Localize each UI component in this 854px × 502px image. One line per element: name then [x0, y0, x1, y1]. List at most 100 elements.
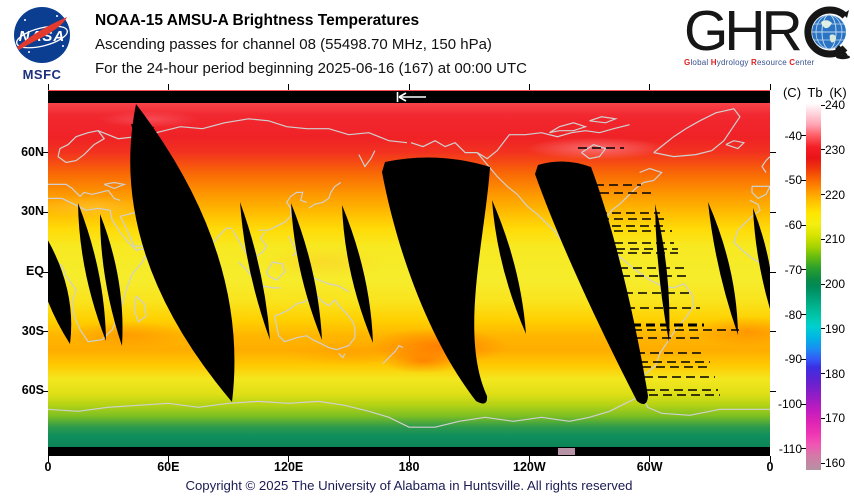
colorbar-celsius-label: -110	[778, 441, 802, 456]
coastline	[266, 261, 286, 281]
coastline	[57, 130, 106, 164]
no-data-swath	[48, 240, 72, 344]
x-axis-label: 0	[766, 460, 774, 474]
colorbar-tick	[821, 283, 825, 285]
colorbar-celsius-label: -40	[784, 128, 802, 143]
no-data-swath	[130, 104, 235, 402]
x-axis-label: 60E	[157, 460, 180, 474]
coastline	[751, 185, 770, 200]
no-data-swath	[492, 200, 526, 334]
colorbar-tick	[821, 238, 825, 240]
colorbar-tick	[801, 314, 806, 316]
coastline	[308, 181, 342, 209]
x-axis-label: 60W	[636, 460, 663, 474]
y-axis-label: 60N	[21, 144, 44, 159]
coastline	[761, 156, 770, 173]
no-data-swath	[382, 157, 490, 404]
colorbar-tick	[821, 104, 825, 106]
ghrc-tagline: Global Hydrology Resource Center	[684, 58, 815, 67]
ghrc-globe-icon	[799, 2, 851, 60]
colorbar-celsius-label: -50	[784, 173, 802, 188]
colorbar-kelvin-label: 240	[825, 98, 846, 112]
coastline	[653, 108, 741, 158]
x-axis-label: 0	[44, 460, 52, 474]
x-axis-tick-top	[528, 84, 530, 90]
coastline	[358, 150, 376, 168]
y-axis-tick	[42, 331, 48, 333]
ghrc-logo[interactable]: GHR Global Hydrology Resource Center	[684, 2, 850, 67]
coastline	[725, 140, 746, 150]
colorbar-kelvin-label: 220	[825, 187, 846, 202]
no-data-swath	[655, 204, 670, 342]
coastline	[288, 235, 298, 257]
y-axis-label: 30N	[21, 204, 44, 219]
colorbar-tick	[821, 149, 825, 151]
x-axis-tick-top	[288, 84, 290, 90]
colorbar-celsius-label: -70	[784, 262, 802, 277]
y-axis-tick-right	[770, 390, 776, 392]
y-axis-tick-right	[770, 331, 776, 333]
colorbar-tick	[801, 269, 806, 271]
coastline	[549, 122, 588, 134]
colorbar-kelvin-label: 210	[825, 232, 846, 247]
copyright-text: Copyright © 2025 The University of Alaba…	[185, 478, 633, 493]
colorbar-kelvin-label: 230	[825, 142, 846, 157]
x-axis-label: 120W	[513, 460, 546, 474]
colorbar-celsius-label: -90	[784, 352, 802, 367]
ghrc-letters-ghr: GHR	[684, 0, 803, 63]
x-axis-tick	[408, 456, 410, 462]
subtitle-period: For the 24-hour period beginning 2025-06…	[95, 60, 527, 77]
colorbar-tick	[821, 417, 825, 419]
ghrc-wordmark: GHR	[684, 2, 850, 60]
colorbar-tb-header: Tb	[807, 85, 823, 100]
colorbar-tick	[801, 179, 806, 181]
colorbar-tick	[821, 328, 825, 330]
colorbar-celsius-label: -100	[777, 397, 802, 412]
msfc-label: MSFC	[22, 67, 62, 82]
x-axis-label: 180	[398, 460, 420, 474]
y-axis-tick	[42, 390, 48, 392]
coastline	[581, 143, 607, 160]
x-axis-label: 120E	[274, 460, 304, 474]
coastline	[274, 295, 356, 351]
x-axis-tick	[167, 456, 169, 462]
no-data-strip-bottom	[48, 447, 770, 456]
x-axis-tick	[769, 456, 771, 462]
lowest-value-notch	[558, 448, 575, 455]
y-axis-tick	[42, 152, 48, 154]
colorbar-kelvin-label: 170	[825, 411, 846, 426]
coastline	[737, 199, 761, 231]
colorbar-kelvin-header: (K)	[829, 85, 847, 100]
no-data-swath	[708, 202, 738, 335]
colorbar-kelvin-label: 190	[825, 321, 846, 336]
x-axis-tick-top	[408, 84, 410, 90]
coastline	[48, 396, 770, 428]
nasa-logo[interactable]: NASA MSFC	[12, 6, 72, 82]
colorbar-celsius-label: -80	[784, 307, 802, 322]
colorbar-tick	[821, 194, 825, 195]
coastline	[103, 181, 127, 190]
no-data-swath	[535, 161, 648, 405]
y-axis-tick-right	[770, 211, 776, 213]
x-axis-tick	[528, 456, 530, 462]
coastline	[133, 295, 147, 323]
coastline	[48, 183, 121, 201]
no-data-swath	[342, 205, 373, 343]
colorbar-tick	[801, 448, 806, 450]
no-data-swath	[291, 203, 322, 340]
y-axis-label: 30S	[21, 323, 44, 338]
coastline	[589, 116, 618, 124]
coastline	[338, 353, 346, 359]
no-data-swath	[131, 124, 154, 149]
x-axis-tick-top	[769, 84, 771, 90]
y-axis-tick-right	[770, 271, 776, 273]
subtitle-channel: Ascending passes for channel 08 (55498.7…	[95, 36, 492, 53]
coastline	[48, 197, 152, 343]
coastline	[476, 152, 562, 241]
x-axis-tick-top	[47, 84, 49, 90]
y-axis-tick	[42, 271, 48, 273]
no-data-swath	[100, 214, 123, 346]
no-data-swath	[78, 203, 106, 341]
y-axis-tick	[42, 211, 48, 213]
colorbar-tick	[801, 224, 806, 226]
